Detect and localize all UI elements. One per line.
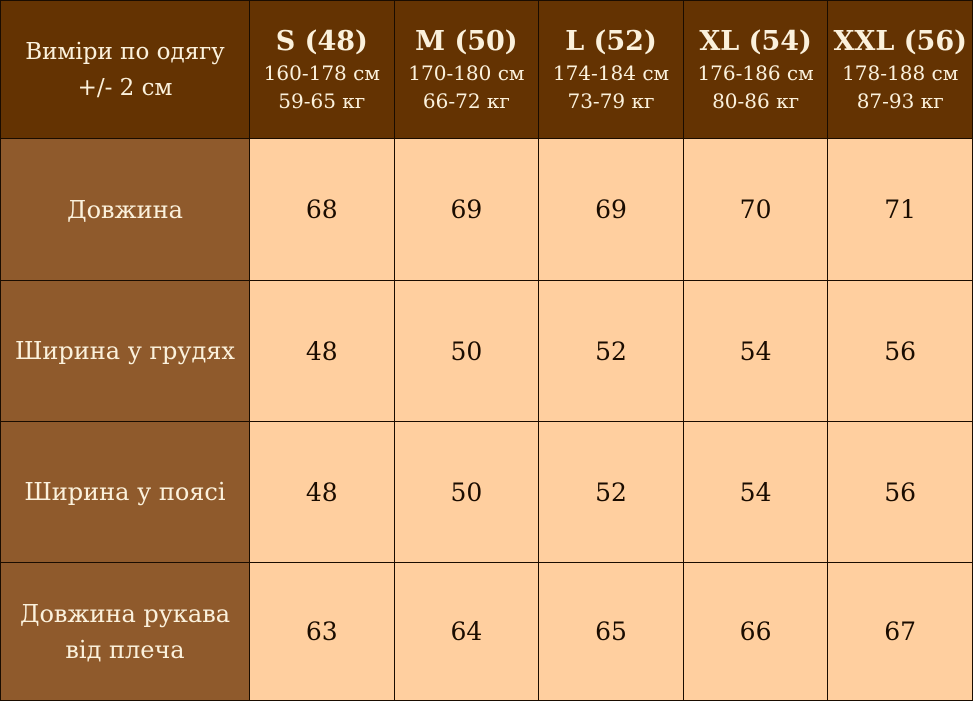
corner-title: Виміри по одягу xyxy=(25,38,225,65)
row-label-text-2: від плеча xyxy=(65,635,185,664)
size-name: S (48) xyxy=(275,25,368,57)
size-weight: 66-72 кг xyxy=(422,88,510,113)
size-header-l: L (52) 174-184 см 73-79 кг xyxy=(538,0,684,139)
size-weight: 59-65 кг xyxy=(278,88,366,113)
measurement-cell: 71 xyxy=(827,138,973,281)
measurement-cell: 48 xyxy=(249,280,395,422)
size-height: 176-186 см xyxy=(697,60,814,85)
measurement-cell: 50 xyxy=(393,421,540,563)
measurement-cell: 56 xyxy=(827,280,973,422)
measurement-cell: 70 xyxy=(682,138,829,281)
measurement-cell: 65 xyxy=(538,562,684,701)
size-header-xl: XL (54) 176-186 см 80-86 кг xyxy=(682,0,829,139)
measurement-cell: 68 xyxy=(249,138,395,281)
size-name: L (52) xyxy=(565,25,657,57)
measurement-cell: 52 xyxy=(538,421,684,563)
measurement-cell: 67 xyxy=(827,562,973,701)
corner-tolerance: +/- 2 см xyxy=(77,74,173,101)
table-row: Ширина у поясі 48 50 52 54 56 xyxy=(0,421,973,563)
row-label-text: Довжина рукава xyxy=(19,599,231,628)
row-label: Довжина xyxy=(0,138,250,281)
measurement-cell: 69 xyxy=(538,138,684,281)
header-row: Виміри по одягу +/- 2 см S (48) 160-178 с… xyxy=(0,0,973,139)
measurement-cell: 54 xyxy=(682,280,829,422)
header-corner: Виміри по одягу +/- 2 см xyxy=(0,0,250,139)
size-height: 170-180 см xyxy=(408,60,525,85)
measurement-cell: 54 xyxy=(682,421,829,563)
row-label-text: Ширина у грудях xyxy=(15,337,235,365)
measurement-cell: 48 xyxy=(249,421,395,563)
table-row: Довжина рукава від плеча 63 64 65 66 67 xyxy=(0,562,973,701)
size-height: 160-178 см xyxy=(263,60,380,85)
size-height: 174-184 см xyxy=(552,60,670,85)
size-name: XL (54) xyxy=(699,25,812,57)
measurement-cell: 63 xyxy=(249,562,395,701)
size-header-m: M (50) 170-180 см 66-72 кг xyxy=(393,0,540,139)
size-name: M (50) xyxy=(415,25,518,57)
size-weight: 80-86 кг xyxy=(712,88,800,113)
row-label: Ширина у поясі xyxy=(0,421,250,563)
measurement-cell: 52 xyxy=(538,280,684,422)
table-row: Ширина у грудях 48 50 52 54 56 xyxy=(0,280,973,422)
table-row: Довжина 68 69 69 70 71 xyxy=(0,138,973,281)
measurement-cell: 56 xyxy=(827,421,973,563)
size-header-xxl: XXL (56) 178-188 см 87-93 кг xyxy=(827,0,973,139)
row-label: Довжина рукава від плеча xyxy=(0,562,250,701)
size-header-s: S (48) 160-178 см 59-65 кг xyxy=(249,0,395,139)
measurement-cell: 50 xyxy=(393,280,540,422)
size-name: XXL (56) xyxy=(833,25,967,57)
size-height: 178-188 см xyxy=(842,60,959,85)
size-weight: 87-93 кг xyxy=(856,88,944,113)
measurement-cell: 69 xyxy=(393,138,540,281)
row-label-text: Ширина у поясі xyxy=(24,478,226,506)
measurement-cell: 66 xyxy=(682,562,829,701)
row-label: Ширина у грудях xyxy=(0,280,250,422)
measurement-cell: 64 xyxy=(393,562,540,701)
row-label-text: Довжина xyxy=(67,195,183,224)
size-weight: 73-79 кг xyxy=(567,88,655,113)
